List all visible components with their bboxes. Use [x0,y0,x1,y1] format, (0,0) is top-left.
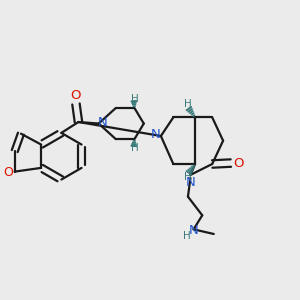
Text: O: O [71,89,81,102]
Text: N: N [151,128,161,141]
Text: H: H [184,172,192,182]
Text: O: O [4,166,14,179]
Text: H: H [183,230,190,241]
Text: N: N [98,116,107,128]
Text: H: H [130,143,138,153]
Text: N: N [186,176,195,188]
Text: H: H [184,99,192,109]
Text: H: H [130,94,138,104]
Text: O: O [233,157,244,169]
Text: N: N [189,224,198,237]
